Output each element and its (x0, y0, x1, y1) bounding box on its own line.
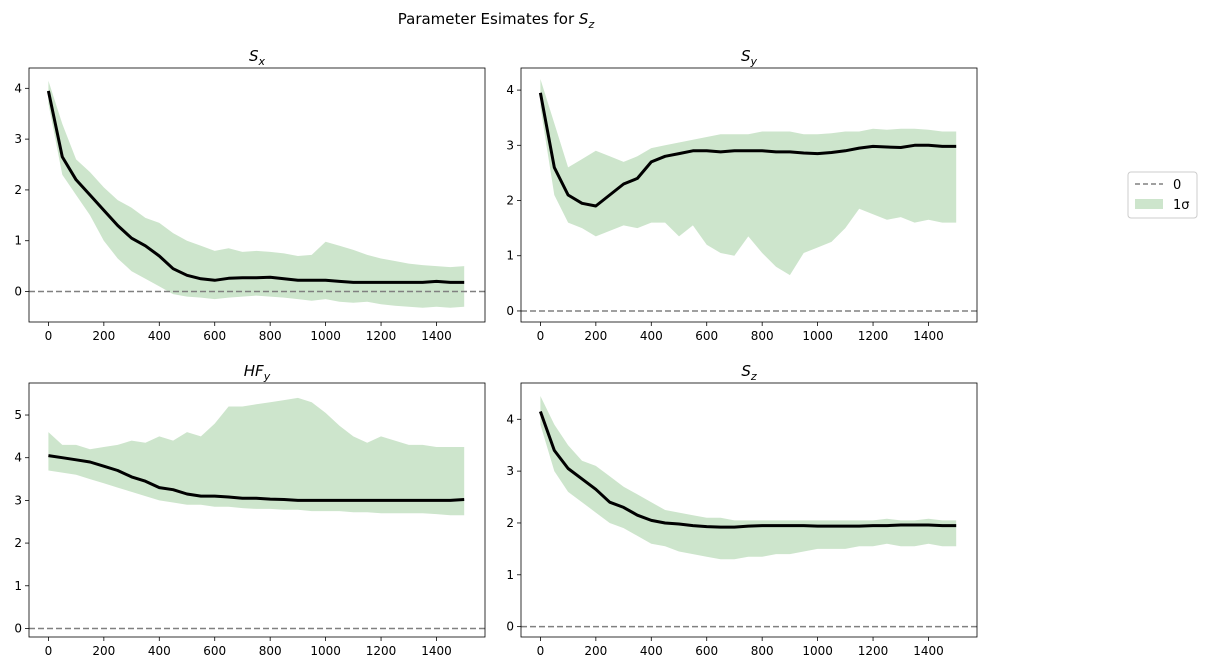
x-tick-label: 200 (92, 644, 115, 658)
y-tick-label: 3 (14, 493, 22, 507)
subplot-title: Sx (249, 47, 266, 68)
subplot-title-subscript: z (750, 370, 757, 383)
x-tick-label: 400 (148, 329, 171, 343)
y-tick-label: 0 (506, 304, 514, 318)
axes-frame (520, 67, 978, 323)
subplot-title-symbol: S (741, 362, 751, 380)
y-tick-label: 4 (14, 81, 22, 95)
subplot-4: 0 200 400 600 800 1000 1200 1400 0 1 2 3 4 Sz (506, 362, 978, 658)
y-tick-label: 1 (14, 234, 22, 248)
x-tick-label: 1200 (366, 329, 397, 343)
x-tick-label: 1000 (310, 329, 341, 343)
x-tick-label: 1400 (421, 329, 452, 343)
sigma-band (540, 396, 957, 560)
x-tick-label: 1400 (421, 644, 452, 658)
estimate-line (538, 92, 957, 208)
y-tick-label: 2 (506, 516, 514, 530)
legend: 0 1σ (1127, 171, 1198, 219)
estimate-line (46, 90, 465, 284)
x-tick-label: 1200 (366, 644, 397, 658)
sigma-band (48, 80, 465, 308)
x-tick-label: 400 (148, 644, 171, 658)
x-tick-label: 1000 (802, 329, 833, 343)
subplot-1: 0 200 400 600 800 1000 1200 1400 0 1 2 3 4 Sx (14, 47, 486, 343)
figure-title: Parameter Esimates for Sz (398, 10, 595, 31)
estimate-line (538, 410, 957, 529)
x-tick-label: 1400 (913, 644, 944, 658)
subplot-title-subscript: x (258, 55, 266, 68)
figure-title-subscript: z (587, 18, 594, 31)
y-tick-label: 0 (14, 621, 22, 635)
y-tick-label: 1 (506, 249, 514, 263)
x-tick-label: 600 (203, 329, 226, 343)
subplot-title: Sy (741, 47, 758, 68)
x-tick-label: 800 (751, 644, 774, 658)
y-tick-label: 3 (506, 464, 514, 478)
legend-band-swatch (1135, 199, 1163, 209)
x-tick-label: 400 (640, 644, 663, 658)
subplot-2: 0 200 400 600 800 1000 1200 1400 0 1 2 3 4 Sy (506, 47, 978, 343)
subplot-title-symbol: S (741, 47, 751, 65)
axes-frame (28, 67, 486, 323)
sigma-band (540, 79, 957, 276)
x-tick-label: 200 (92, 329, 115, 343)
figure-title-text: Parameter Esimates for (398, 10, 579, 28)
x-tick-label: 1200 (858, 329, 889, 343)
x-tick-label: 0 (45, 329, 53, 343)
axes-frame (28, 382, 486, 638)
x-tick-label: 0 (537, 329, 545, 343)
x-tick-label: 800 (259, 329, 282, 343)
y-tick-label: 0 (14, 285, 22, 299)
y-tick-label: 4 (506, 412, 514, 426)
subplot-title-subscript: y (263, 370, 271, 383)
x-tick-label: 600 (695, 644, 718, 658)
x-tick-label: 800 (751, 329, 774, 343)
y-tick-label: 4 (14, 451, 22, 465)
subplot-title: Sz (741, 362, 757, 383)
figure-title-symbol: S (579, 10, 589, 28)
x-tick-label: 800 (259, 644, 282, 658)
y-tick-label: 1 (14, 579, 22, 593)
y-tick-label: 5 (14, 408, 22, 422)
x-tick-label: 200 (584, 644, 607, 658)
x-tick-label: 0 (45, 644, 53, 658)
x-tick-label: 0 (537, 644, 545, 658)
y-tick-label: 2 (14, 183, 22, 197)
subplot-title-symbol: HF (244, 362, 264, 380)
legend-label-sigma: 1σ (1173, 198, 1190, 213)
legend-label-zero: 0 (1173, 178, 1181, 193)
x-tick-label: 1000 (802, 644, 833, 658)
x-tick-label: 200 (584, 329, 607, 343)
y-tick-label: 0 (506, 620, 514, 634)
estimate-line (48, 454, 465, 502)
x-tick-label: 600 (695, 329, 718, 343)
x-tick-label: 1200 (858, 644, 889, 658)
x-tick-label: 400 (640, 329, 663, 343)
x-tick-label: 1000 (310, 644, 341, 658)
y-tick-label: 2 (14, 536, 22, 550)
subplot-title-subscript: y (750, 55, 758, 68)
x-tick-label: 600 (203, 644, 226, 658)
y-tick-label: 3 (14, 132, 22, 146)
y-tick-label: 3 (506, 138, 514, 152)
subplot-3: 0 200 400 600 800 1000 1200 1400 0 1 2 3 4 5 HFy (14, 362, 486, 658)
y-tick-label: 4 (506, 83, 514, 97)
y-tick-label: 2 (506, 194, 514, 208)
subplot-title: HFy (244, 362, 271, 383)
subplot-title-symbol: S (249, 47, 259, 65)
x-tick-label: 1400 (913, 329, 944, 343)
y-tick-label: 1 (506, 568, 514, 582)
axes-frame (520, 382, 978, 638)
